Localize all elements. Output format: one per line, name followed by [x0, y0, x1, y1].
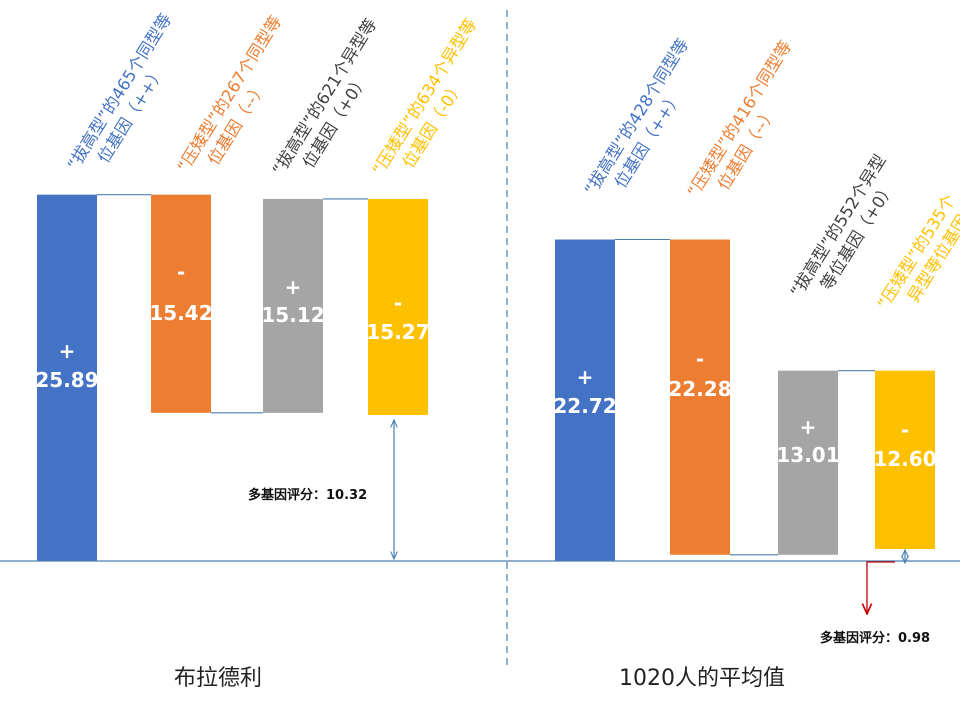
bar-1-1 — [37, 194, 97, 561]
score-pointer-right — [867, 561, 895, 614]
bar-2-4 — [875, 370, 935, 549]
category-label-left: 布拉德利 — [174, 666, 262, 691]
bar-2-2 — [670, 239, 730, 555]
bar-sign-label: + — [59, 339, 76, 363]
bar-sign-label: - — [394, 291, 402, 315]
bar-1-2 — [151, 194, 211, 413]
bar-1-3 — [263, 198, 323, 413]
bar-value-label: 22.72 — [553, 394, 616, 418]
bar-sign-label: - — [901, 418, 909, 442]
bar-sign-label: - — [177, 260, 185, 284]
bar-sign-label: + — [285, 275, 302, 299]
bar-value-label: 25.89 — [35, 368, 98, 392]
bar-value-label: 13.01 — [776, 443, 839, 467]
bar-sign-label: + — [800, 415, 817, 439]
bars-layer: +25.89“拔高型”的465个同型等位基因（++）-15.42“压矮型”的26… — [35, 10, 960, 561]
bar-value-label: 15.12 — [261, 303, 324, 327]
bar-1-4 — [368, 198, 428, 415]
category-label-right: 1020人的平均值 — [619, 666, 785, 691]
bar-sign-label: + — [577, 365, 594, 389]
bar-value-label: 15.27 — [366, 320, 429, 344]
bar-value-label: 15.42 — [149, 301, 212, 325]
bar-2-3 — [778, 370, 838, 555]
bar-value-label: 12.60 — [873, 447, 936, 471]
score-label-left: 多基因评分：10.32 — [248, 487, 367, 503]
score-label-right: 多基因评分：0.98 — [820, 630, 930, 646]
bar-sign-label: - — [696, 347, 704, 371]
bar-value-label: 22.28 — [668, 377, 731, 401]
bar-2-1 — [555, 239, 615, 561]
